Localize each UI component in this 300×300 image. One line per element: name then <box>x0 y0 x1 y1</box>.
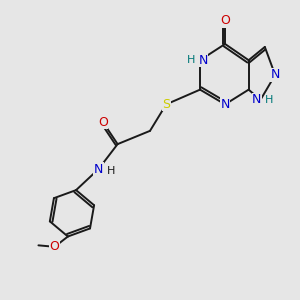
Text: H: H <box>265 95 273 105</box>
Text: O: O <box>98 116 108 128</box>
Text: S: S <box>162 98 170 111</box>
Text: O: O <box>50 240 60 253</box>
Text: N: N <box>252 93 262 106</box>
Text: H: H <box>107 166 115 176</box>
Text: N: N <box>271 68 280 81</box>
Text: N: N <box>94 163 103 176</box>
Text: H: H <box>187 55 195 65</box>
Text: N: N <box>198 54 208 67</box>
Text: O: O <box>220 14 230 27</box>
Text: N: N <box>220 98 230 111</box>
